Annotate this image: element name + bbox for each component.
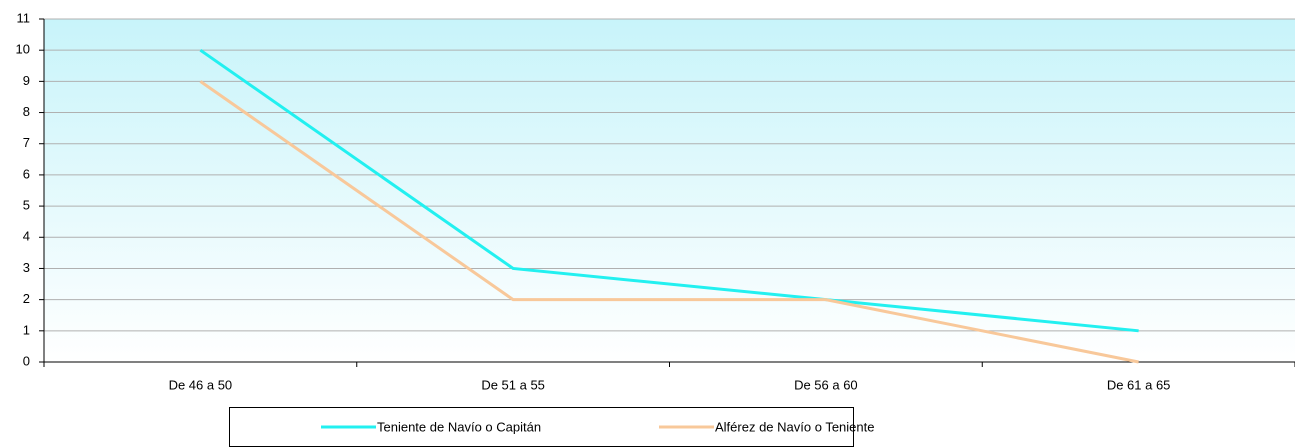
y-tick-label: 1 (23, 322, 30, 337)
y-tick-label: 5 (23, 198, 30, 213)
y-tick-label: 2 (23, 291, 30, 306)
y-tick-label: 9 (23, 73, 30, 88)
y-tick-label: 3 (23, 260, 30, 275)
legend-label: Alférez de Navío o Teniente (715, 419, 874, 434)
x-tick-label: De 61 a 65 (1107, 377, 1171, 392)
y-tick-label: 8 (23, 104, 30, 119)
legend-label: Teniente de Navío o Capitán (377, 419, 541, 434)
y-tick-label: 0 (23, 353, 30, 368)
x-tick-label: De 56 a 60 (794, 377, 858, 392)
y-tick-label: 4 (23, 229, 30, 244)
plot-area (44, 19, 1295, 362)
x-tick-label: De 51 a 55 (481, 377, 545, 392)
y-tick-label: 6 (23, 166, 30, 181)
series-line (199, 48, 1139, 333)
y-tick-label: 10 (16, 42, 30, 57)
series-line (199, 80, 1139, 364)
x-tick-label: De 46 a 50 (169, 377, 233, 392)
y-tick-label: 11 (17, 10, 31, 25)
y-tick-label: 7 (23, 135, 30, 150)
